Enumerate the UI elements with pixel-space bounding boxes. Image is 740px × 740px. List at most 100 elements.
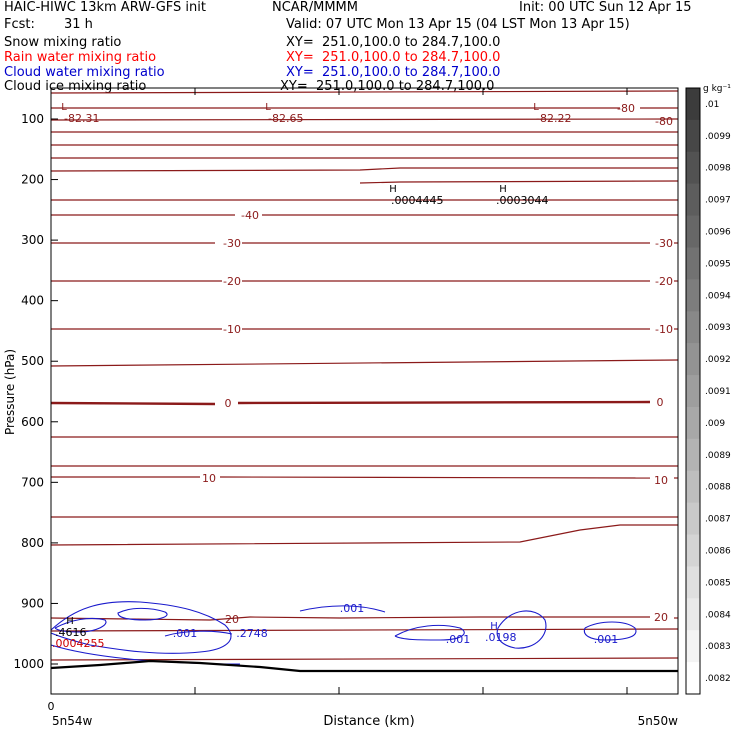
extremum-symbol: H	[499, 184, 507, 195]
field-name-cloud-ice: Cloud ice mixing ratio	[4, 79, 147, 94]
temperature-contour-label: -80	[617, 102, 635, 115]
y-tick-label: 400	[21, 294, 44, 308]
colorbar-segment	[686, 566, 700, 599]
init-time: Init: 00 UTC Sun 12 Apr 15	[519, 0, 692, 15]
cloud-water-contour	[50, 601, 232, 654]
temperature-contour-label: -20	[655, 275, 673, 288]
field-xy-cloud-ice: XY= 251.0,100.0 to 284.7,100.0	[280, 79, 495, 94]
temperature-contour	[359, 180, 679, 184]
temperature-contour	[50, 167, 678, 172]
extremum-symbol: H	[66, 616, 74, 627]
model-title: HAIC-HIWC 13km ARW-GFS init	[4, 0, 206, 15]
colorbar-tick-label: .0097	[705, 196, 731, 206]
field-xy-snow: XY= 251.0,100.0 to 284.7,100.0	[286, 35, 501, 50]
x-end-label-right: 5n50w	[638, 714, 679, 728]
y-tick-label: 300	[21, 233, 44, 247]
y-tick-label: 800	[21, 536, 44, 550]
extremum-value-label: -82.22	[536, 112, 571, 125]
extremum-symbol: L	[265, 102, 271, 113]
x-end-label-left: 5n54w	[52, 714, 93, 728]
temperature-contour-label: -30	[655, 237, 673, 250]
extremum-value-label: .0004445	[391, 194, 444, 207]
extremum-symbol: L	[61, 102, 67, 113]
extremum-value-label: -82.31	[64, 112, 99, 125]
terrain-line	[50, 659, 678, 673]
cloud-water-contour-label: .001	[446, 633, 471, 646]
colorbar-tick-label: .0093	[705, 323, 731, 333]
cloud-water-contour	[394, 624, 465, 641]
extremum-value-label: .0004255	[52, 637, 105, 650]
cloud-water-contour	[164, 630, 233, 637]
colorbar-segment	[686, 119, 700, 153]
temperature-contour-label: 10	[202, 472, 216, 485]
y-tick-label: 200	[21, 173, 44, 187]
colorbar-tick-label: .0085	[705, 578, 731, 588]
x-axis-label: Distance (km)	[323, 714, 414, 729]
field-name-snow: Snow mixing ratio	[4, 35, 122, 50]
temperature-contour-label: 0	[657, 396, 664, 409]
y-tick-label: 600	[21, 415, 44, 429]
colorbar-tick-label: .0096	[705, 228, 731, 238]
colorbar-tick-label: .0094	[705, 291, 731, 301]
colorbar-segment	[686, 151, 700, 185]
temperature-contour-label: -80	[655, 115, 673, 128]
freezing-level-contour	[50, 401, 216, 406]
cloud-water-contour	[583, 621, 637, 641]
extremum-symbol: L	[533, 102, 539, 113]
cloud-water-contour	[496, 610, 547, 649]
freezing-level-contour	[237, 400, 651, 405]
temperature-contour-label: -10	[223, 323, 241, 336]
colorbar-segment	[686, 247, 700, 280]
colorbar-segment	[686, 183, 700, 217]
temperature-contour-label: -40	[241, 209, 259, 222]
colorbar-segment	[686, 662, 700, 695]
colorbar-segment	[686, 534, 700, 567]
colorbar-segment	[686, 470, 700, 504]
org-label: NCAR/MMMM	[272, 0, 358, 15]
colorbar-segment	[686, 279, 700, 312]
temperature-contour	[219, 476, 651, 479]
extremum-value-label: -82.65	[268, 112, 303, 125]
extremum-value-label: .0003044	[496, 194, 549, 207]
colorbar-tick-label: .0089	[705, 451, 731, 461]
colorbar-segment	[686, 502, 700, 536]
cloud-water-contour-label: .001	[340, 602, 365, 615]
fcst-value: 31 h	[64, 17, 93, 32]
colorbar-tick-label: .009	[705, 419, 725, 429]
temperature-contour	[50, 118, 679, 121]
valid-time: Valid: 07 UTC Mon 13 Apr 15 (04 LST Mon …	[286, 17, 630, 32]
y-axis-label: Pressure (hPa)	[3, 349, 17, 435]
colorbar-tick-label: .0091	[705, 387, 731, 397]
cloud-water-contour	[54, 617, 107, 633]
colorbar-tick-label: .0082	[705, 674, 731, 684]
extremum-symbol: H	[490, 621, 498, 632]
colorbar-tick-label: .0095	[705, 259, 731, 269]
temperature-contour-label: 20	[225, 613, 239, 626]
cloud-water-contour	[299, 605, 386, 613]
colorbar-tick-label: .0083	[705, 642, 731, 652]
temperature-contour	[50, 628, 679, 632]
temperature-contour-label: 10	[654, 474, 668, 487]
cloud-water-contour-label: .001	[173, 627, 198, 640]
colorbar-segment	[686, 630, 700, 663]
colorbar-segment	[686, 88, 700, 121]
colorbar-tick-label: .0084	[705, 610, 731, 620]
temperature-contour-label: 20	[654, 611, 668, 624]
colorbar-tick-label: .0099	[705, 132, 731, 142]
colorbar-tick-label: .01	[705, 100, 719, 110]
colorbar-segment	[686, 311, 700, 344]
colorbar-segment	[686, 343, 700, 376]
colorbar-tick-label: .0086	[705, 546, 731, 556]
colorbar-tick-label: .0098	[705, 164, 731, 174]
colorbar-segment	[686, 215, 700, 248]
field-name-rain: Rain water mixing ratio	[4, 50, 157, 65]
plot-frame	[50, 87, 679, 695]
temperature-contour	[50, 616, 650, 621]
y-tick-label: 900	[21, 596, 44, 610]
cloud-water-contour-label: .2748	[236, 627, 268, 640]
temperature-contour-label: -20	[223, 275, 241, 288]
temperature-contour	[50, 524, 678, 546]
temperature-contour	[50, 90, 679, 94]
